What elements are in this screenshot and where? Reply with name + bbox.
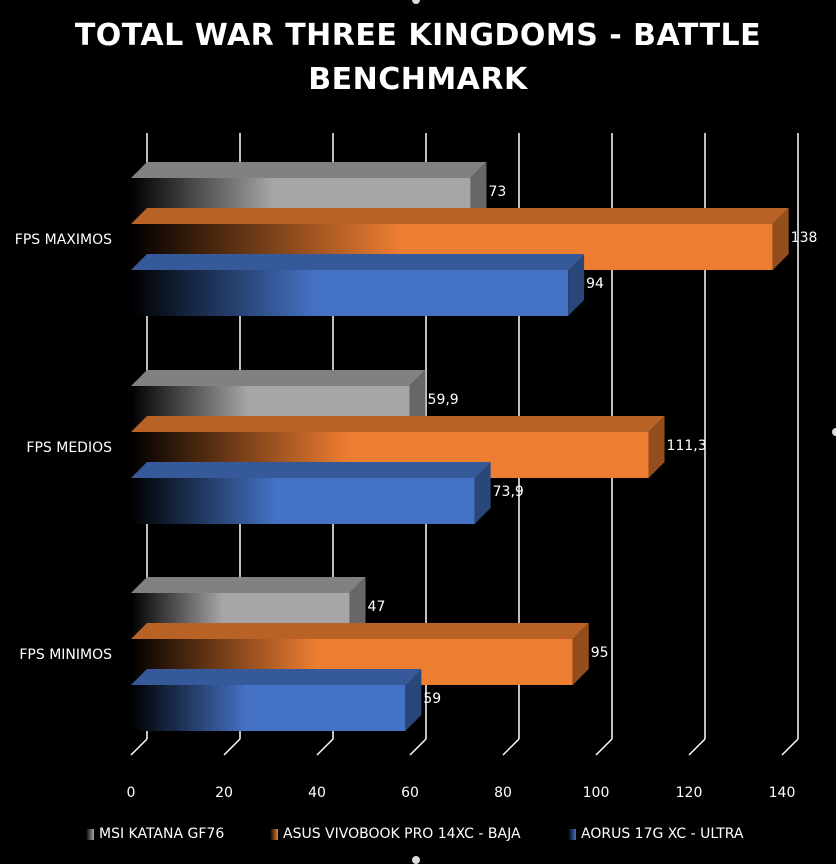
category-label: FPS MAXIMOS	[15, 232, 112, 248]
x-tick-label: 20	[215, 785, 233, 801]
legend-item: ASUS VIVOBOOK PRO 14XC - BAJA	[270, 826, 521, 842]
bar-side-face	[572, 623, 589, 685]
x-tick-label: 100	[583, 785, 610, 801]
data-label: 94	[586, 276, 604, 292]
bar-chart: 0 20 40 60 80 100 120 140 73 138 94 FPS MAXIMOS 59,9…	[15, 133, 818, 801]
legend-swatch	[86, 828, 94, 840]
legend-item: MSI KATANA GF76	[86, 826, 224, 842]
legend-swatch	[568, 828, 576, 840]
gridline	[130, 738, 148, 756]
bar-side-face	[474, 462, 491, 524]
bottom-resize-handle[interactable]	[412, 856, 420, 864]
chart-title: TOTAL WAR THREE KINGDOMS - BATTLE BENCHM…	[74, 18, 762, 97]
x-tick-label: 140	[769, 785, 796, 801]
bar-top-face	[131, 623, 589, 639]
data-label: 59,9	[428, 392, 459, 408]
legend-label: ASUS VIVOBOOK PRO 14XC - BAJA	[283, 826, 521, 842]
bar	[131, 270, 569, 316]
data-label: 111,3	[667, 438, 707, 454]
legend: MSI KATANA GF76 ASUS VIVOBOOK PRO 14XC - …	[0, 826, 836, 848]
category-label: FPS MEDIOS	[26, 440, 112, 456]
bar-side-face	[568, 254, 585, 316]
bar-top-face	[131, 370, 426, 386]
data-label: 95	[591, 645, 609, 661]
x-tick-label: 60	[401, 785, 419, 801]
bar-side-face	[648, 416, 665, 478]
gridline	[595, 738, 613, 756]
x-tick-label: 80	[494, 785, 512, 801]
data-label: 138	[791, 230, 818, 246]
bar	[131, 685, 406, 731]
x-tick-label: 40	[308, 785, 326, 801]
gridline	[688, 738, 706, 756]
data-label: 73	[488, 184, 506, 200]
x-tick-label: 0	[127, 785, 136, 801]
bar-top-face	[131, 669, 422, 685]
legend-swatch	[270, 828, 278, 840]
bar-top-face	[131, 577, 366, 593]
bar-top-face	[131, 462, 491, 478]
legend-label: AORUS 17G XC - ULTRA	[581, 826, 744, 842]
gridline	[502, 738, 520, 756]
bar	[131, 478, 475, 524]
bar-top-face	[131, 254, 585, 270]
category-label: FPS MINIMOS	[19, 647, 112, 663]
data-label: 59	[423, 691, 441, 707]
right-resize-handle[interactable]	[832, 428, 836, 436]
bar-top-face	[131, 208, 789, 224]
bar-top-face	[131, 416, 665, 432]
gridline	[223, 738, 241, 756]
bar-side-face	[772, 208, 789, 270]
legend-item: AORUS 17G XC - ULTRA	[568, 826, 743, 842]
x-tick-label: 120	[676, 785, 703, 801]
bar-top-face	[131, 162, 487, 178]
gridline	[316, 738, 334, 756]
bar-side-face	[405, 669, 422, 731]
data-label: 73,9	[493, 484, 524, 500]
gridline	[409, 738, 427, 756]
legend-label: MSI KATANA GF76	[99, 826, 225, 842]
top-resize-handle[interactable]	[412, 0, 420, 4]
data-label: 47	[368, 599, 386, 615]
gridline	[781, 738, 799, 756]
